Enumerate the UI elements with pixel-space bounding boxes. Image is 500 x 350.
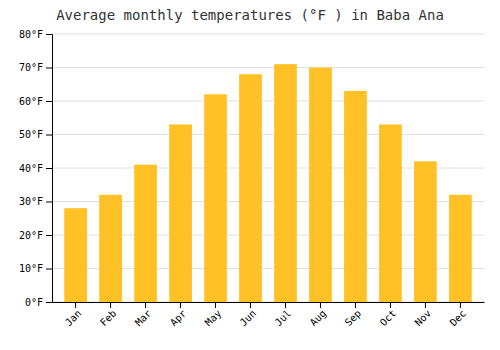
bar [379,124,402,302]
x-tick-mark [355,302,356,308]
x-tick-label: Jul [273,308,294,329]
x-tick-label: Jan [63,308,84,329]
x-tick: Jul [273,302,294,328]
bar [64,208,87,302]
y-tick-mark [46,168,52,169]
x-tick: Apr [168,302,189,328]
x-tick-mark [460,302,461,308]
x-tick: Dec [448,302,469,328]
x-tick-mark [145,302,146,308]
y-tick: 30°F [19,196,52,207]
x-tick: Jun [238,302,259,328]
y-tick: 60°F [19,96,52,107]
y-tick-label: 10°F [19,263,43,274]
x-tick-label: Oct [378,308,399,329]
y-tick-label: 50°F [19,129,43,140]
y-tick: 20°F [19,230,52,241]
y-tick: 40°F [19,163,52,174]
x-tick: Sep [343,302,364,328]
y-tick-label: 80°F [19,29,43,40]
y-tick-mark [46,202,52,203]
x-tick: Jan [63,302,84,328]
y-tick-mark [46,68,52,69]
grid-line [52,101,484,102]
x-tick: Aug [308,302,329,328]
y-tick-mark [46,101,52,102]
grid-line [52,67,484,68]
grid-line [52,34,484,35]
bar [309,68,332,303]
bars [64,64,472,302]
y-tick-mark [46,302,52,303]
x-tick-mark [180,302,181,308]
x-tick-label: Feb [98,308,119,329]
y-axis: 0°F 10°F 20°F 30°F 40°F 50°F 60°F 70°F 80°F [19,29,53,308]
bar [99,195,122,302]
x-tick-mark [320,302,321,308]
x-tick: Mar [133,302,154,328]
x-tick: May [203,302,224,328]
x-tick: Oct [378,302,399,328]
x-tick-label: Jun [238,308,259,329]
y-tick-mark [46,34,52,35]
y-tick-label: 30°F [19,196,43,207]
x-axis-line [53,302,485,303]
y-tick: 10°F [19,263,52,274]
bar [169,124,192,302]
y-tick: 80°F [19,29,52,40]
bar [204,94,227,302]
x-tick-mark [110,302,111,308]
x-tick-label: Nov [413,308,434,329]
x-tick-mark [75,302,76,308]
bar [414,161,437,302]
x-tick-mark [425,302,426,308]
y-tick-mark [46,269,52,270]
bar [239,74,262,302]
x-tick-mark [250,302,251,308]
x-tick-mark [390,302,391,308]
y-tick-mark [46,135,52,136]
y-tick-label: 20°F [19,230,43,241]
y-tick: 70°F [19,62,52,73]
x-tick-label: Apr [168,308,189,329]
bar [134,165,157,302]
y-tick-label: 60°F [19,96,43,107]
x-tick-label: Sep [343,308,364,329]
x-tick-label: Dec [448,308,469,329]
y-tick-label: 40°F [19,163,43,174]
x-tick: Nov [413,302,434,328]
x-tick-label: Mar [133,308,154,329]
y-tick-label: 70°F [19,62,43,73]
x-tick-label: Aug [308,308,329,329]
y-tick: 0°F [25,297,52,308]
x-tick-mark [215,302,216,308]
title: Average monthly temperatures (°F ) in Ba… [56,7,444,23]
x-tick: Feb [98,302,119,328]
y-axis-line [46,35,53,303]
y-tick-label: 0°F [25,297,43,308]
y-tick: 50°F [19,129,52,140]
bar [274,64,297,302]
x-tick-mark [285,302,286,308]
chart: 0°F 10°F 20°F 30°F 40°F 50°F 60°F 70°F 80°F Jan Fe… [0,0,500,350]
grid-line [52,134,484,135]
x-tick-label: May [203,308,224,329]
bar [344,91,367,302]
x-axis: Jan Feb Mar Apr May Jun Jul Aug Sep Oct Nov Dec [53,302,485,328]
y-tick-mark [46,235,52,236]
bar [449,195,472,302]
plot: 0°F 10°F 20°F 30°F 40°F 50°F 60°F 70°F 80°F Jan Fe… [19,29,485,329]
grid [52,34,484,302]
